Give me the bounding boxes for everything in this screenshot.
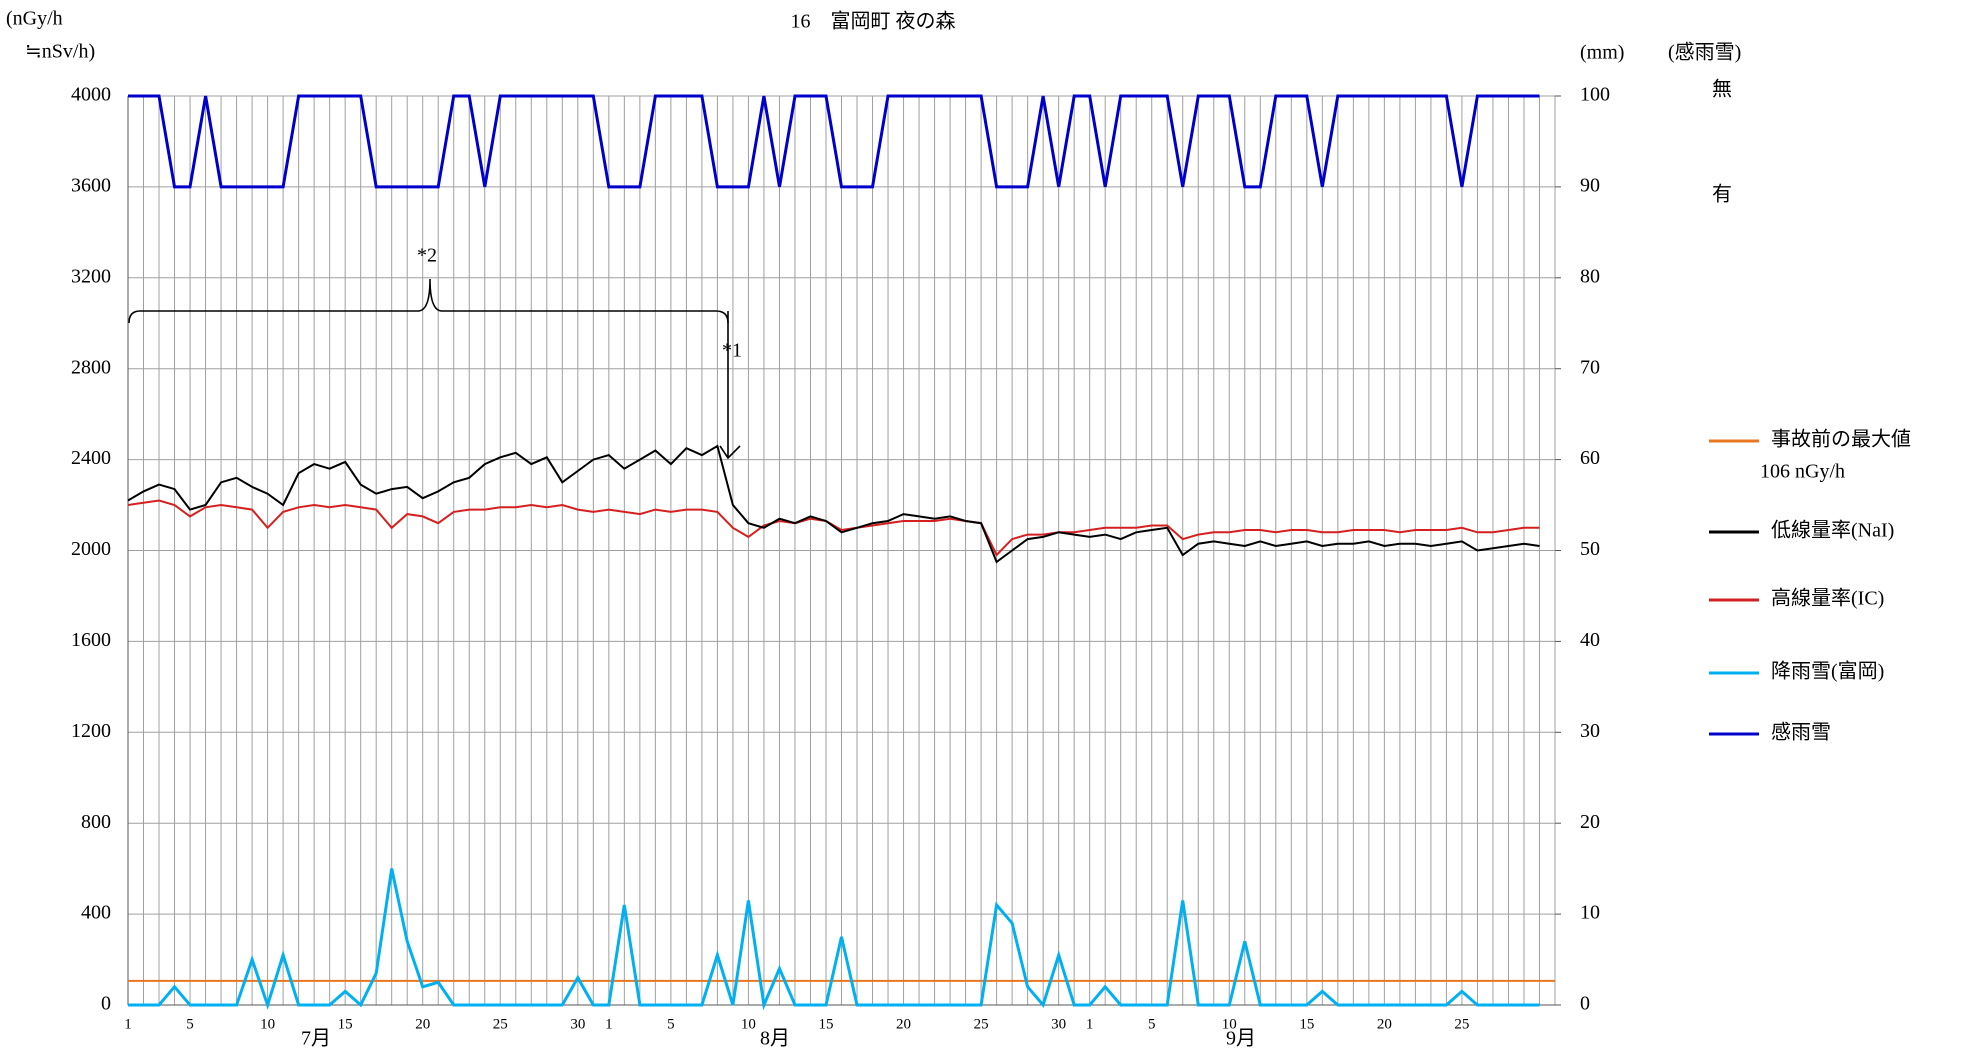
y-tick-label: 2400 <box>71 447 111 469</box>
x-tick-label: 5 <box>667 1016 675 1032</box>
y-tick-label: 1200 <box>71 720 111 742</box>
arrow <box>719 311 741 460</box>
x-tick-label: 20 <box>1377 1016 1392 1032</box>
legend-label: 降雨雪(富岡) <box>1771 660 1884 683</box>
y-axis-label: (nGy/h <box>6 8 63 30</box>
y-tick-label: 0 <box>101 993 111 1015</box>
y-tick-label: 800 <box>81 811 111 833</box>
y-tick-label: 400 <box>81 902 111 924</box>
chart-title: 16 富岡町 夜の森 <box>791 10 956 33</box>
y-tick-label: 2800 <box>71 356 111 378</box>
sensing-label: 無 <box>1712 78 1732 101</box>
y-tick-label: 3200 <box>71 265 111 287</box>
x-tick-label: 20 <box>415 1016 430 1032</box>
y-tick-label: 1600 <box>71 629 111 651</box>
x-tick-label: 1 <box>1086 1016 1094 1032</box>
y2-tick-label: 10 <box>1580 902 1600 924</box>
legend-label: 106 nGy/h <box>1760 461 1845 483</box>
y-tick-label: 3600 <box>71 174 111 196</box>
x-tick-label: 1 <box>124 1016 132 1032</box>
brace <box>128 278 729 324</box>
y2-tick-label: 0 <box>1580 993 1590 1015</box>
y2-tick-label: 50 <box>1580 538 1600 560</box>
x-tick-label: 1 <box>605 1016 613 1032</box>
legend-label: 低線量率(NaI) <box>1771 519 1894 542</box>
month-label: 9月 <box>1226 1028 1256 1050</box>
y2-tick-label: 70 <box>1580 356 1600 378</box>
y2-tick-label: 60 <box>1580 447 1600 469</box>
y2-axis-label: (感雨雪) <box>1668 41 1741 64</box>
x-tick-label: 20 <box>896 1016 911 1032</box>
x-tick-label: 15 <box>818 1016 833 1032</box>
legend-label: 高線量率(IC) <box>1771 587 1884 610</box>
y2-tick-label: 80 <box>1580 265 1600 287</box>
sensing-label: 有 <box>1712 183 1732 206</box>
x-tick-label: 25 <box>1454 1016 1469 1032</box>
y2-tick-label: 90 <box>1580 174 1600 196</box>
x-tick-label: 25 <box>493 1016 508 1032</box>
y2-tick-label: 20 <box>1580 811 1600 833</box>
series-line <box>128 868 1540 1011</box>
x-tick-label: 30 <box>570 1016 585 1032</box>
series-line <box>127 444 1540 564</box>
month-label: 8月 <box>760 1028 790 1050</box>
x-tick-label: 5 <box>1148 1016 1156 1032</box>
y2-axis-label: (mm) <box>1580 42 1624 64</box>
annotation: *2 <box>417 245 437 267</box>
annotation: *1 <box>722 340 742 362</box>
y2-tick-label: 30 <box>1580 720 1600 742</box>
legend-label: 感雨雪 <box>1771 721 1831 744</box>
month-label: 7月 <box>301 1028 331 1050</box>
y-tick-label: 4000 <box>71 84 111 106</box>
legend-label: 事故前の最大値 <box>1771 428 1911 451</box>
x-tick-label: 15 <box>338 1016 353 1032</box>
x-tick-label: 10 <box>260 1016 275 1032</box>
x-tick-label: 10 <box>1222 1016 1237 1032</box>
x-tick-label: 30 <box>1051 1016 1066 1032</box>
plot-area <box>127 95 1556 1006</box>
y2-tick-label: 40 <box>1580 629 1600 651</box>
series-line <box>128 94 1540 189</box>
x-tick-label: 5 <box>186 1016 194 1032</box>
y2-tick-label: 100 <box>1580 84 1610 106</box>
x-tick-label: 15 <box>1299 1016 1314 1032</box>
y-tick-label: 2000 <box>71 538 111 560</box>
y-axis-label: ≒nSv/h) <box>25 41 95 63</box>
x-tick-label: 25 <box>974 1016 989 1032</box>
x-tick-label: 10 <box>741 1016 756 1032</box>
